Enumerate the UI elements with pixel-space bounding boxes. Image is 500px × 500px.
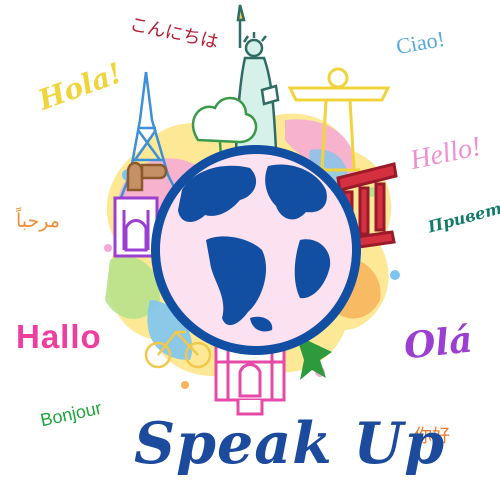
pagoda-landmark	[113, 196, 159, 258]
greeting-portuguese: Olá	[401, 318, 475, 368]
greeting-chinese: 你好	[414, 426, 450, 447]
page-title: Speak Up	[134, 410, 446, 477]
greeting-german: Hallo	[16, 318, 102, 355]
bicycle-illustration	[144, 330, 212, 369]
cactus-illustration	[126, 161, 168, 192]
pink-building-landmark	[214, 338, 286, 416]
eiffel-tower-landmark	[118, 71, 180, 201]
christ-the-redeemer-landmark	[287, 67, 391, 172]
greeting-arabic: مرحباً	[16, 210, 60, 232]
globe-illustration	[151, 145, 361, 355]
green-leaf-illustration	[296, 335, 332, 380]
